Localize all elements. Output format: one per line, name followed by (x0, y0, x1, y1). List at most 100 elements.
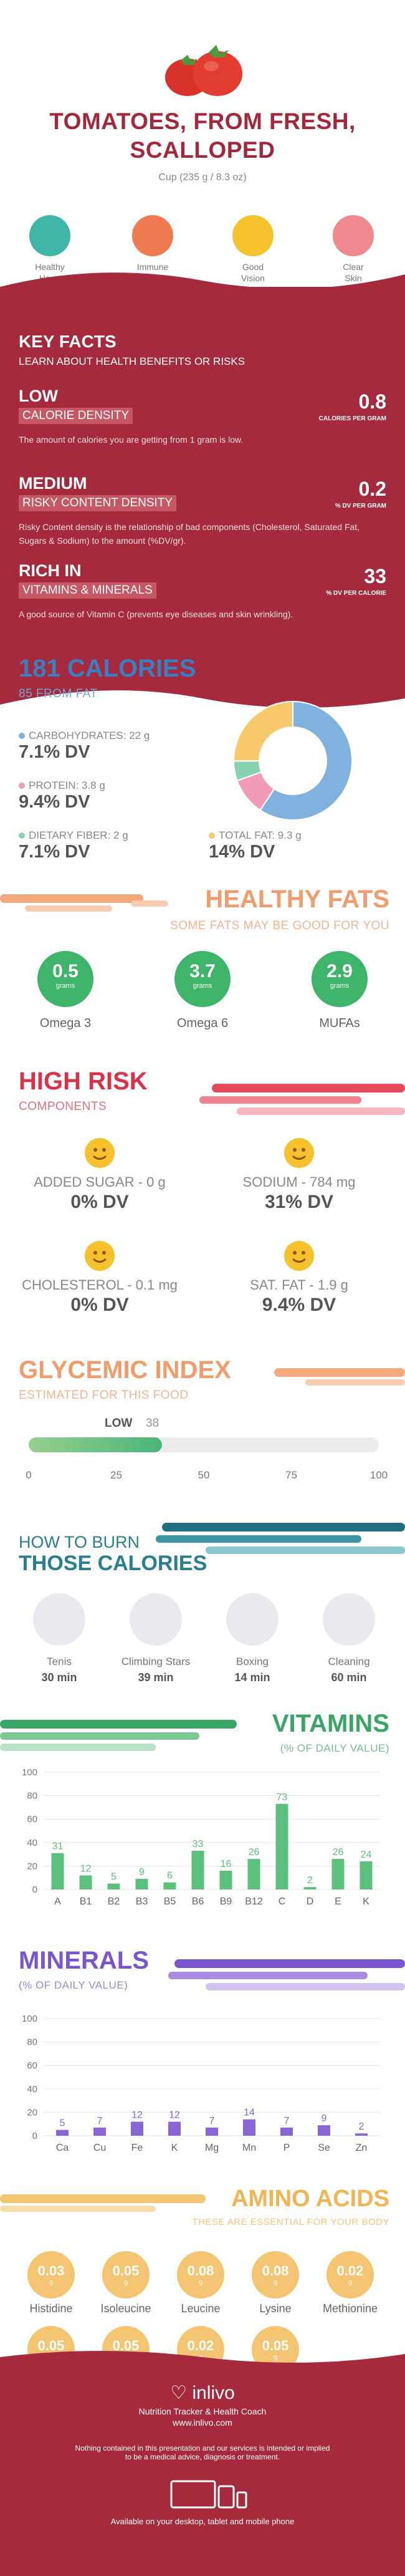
fact-value: 0.2 (358, 478, 386, 500)
bar (275, 1803, 288, 1889)
fat-unit: grams (55, 982, 75, 990)
fact-value: 33 (364, 565, 386, 587)
macro-dot (19, 783, 25, 789)
amino-name: Isoleucine (100, 2302, 151, 2315)
decor-stripes-vitamins (0, 1720, 237, 1751)
benefit-label-line1: Clear (343, 262, 364, 272)
bar (56, 2130, 69, 2136)
glycemic-tick: 100 (369, 1469, 388, 1481)
benefit-icon (132, 215, 173, 256)
vitamins-subtitle: (% OF DAILY VALUE) (280, 1742, 389, 1754)
bar-value-label: 5 (60, 2118, 65, 2129)
risk-label: ADDED SUGAR - 0 g (34, 1174, 166, 1190)
x-tick-label: Cu (93, 2143, 106, 2153)
fat-name: Omega 3 (39, 1016, 92, 1030)
benefit-icon (232, 215, 274, 256)
amino-title: AMINO ACIDS (231, 2186, 389, 2212)
activity-icon (323, 1593, 375, 1646)
y-tick-label: 40 (27, 2084, 37, 2095)
bar (107, 1883, 120, 1889)
y-tick-label: 60 (27, 2060, 37, 2071)
bar-value-label: 6 (167, 1871, 173, 1881)
x-tick-label: P (284, 2143, 290, 2153)
fact-level: RICH IN (19, 561, 82, 580)
x-tick-label: D (307, 1896, 314, 1907)
glycemic-title: GLYCEMIC INDEX (19, 1356, 231, 1384)
glycemic-tick: 50 (198, 1469, 210, 1481)
y-tick-label: 0 (32, 2131, 37, 2141)
glycemic-fill (29, 1437, 162, 1452)
bar (280, 2127, 293, 2136)
amino-value: 0.08 (262, 2263, 289, 2279)
x-tick-label: Ca (56, 2143, 69, 2153)
bar-value-label: 12 (80, 1863, 92, 1874)
amino-circle: 0.03 g (27, 2251, 75, 2299)
page-title-line2: SCALLOPED (130, 137, 275, 163)
fat-value: 2.9 (326, 961, 353, 982)
bar (206, 2127, 218, 2136)
amino-circle: 0.08 g (177, 2251, 224, 2299)
key-facts-title: KEY FACTS (19, 332, 117, 351)
disclaimer-line1: Nothing contained in this presentation a… (75, 2444, 330, 2453)
x-tick-label: C (279, 1896, 286, 1907)
x-tick-label: B6 (192, 1896, 204, 1907)
bar-value-label: 24 (361, 1850, 372, 1860)
footer: ♡ inlivo Nutrition Tracker & Health Coac… (0, 2363, 405, 2576)
healthy-fats-title: HEALTHY FATS (205, 885, 389, 913)
amino-unit: g (123, 2279, 128, 2286)
activity-name: Boxing (236, 1656, 269, 1667)
amino-name: Lysine (259, 2302, 292, 2315)
bar-value-label: 12 (169, 2110, 180, 2120)
risk-dv: 9.4% DV (262, 1295, 336, 1315)
fact-value: 0.8 (358, 390, 386, 413)
activity-icon (130, 1593, 182, 1646)
calories-title: 181 CALORIES (19, 655, 196, 682)
bar-value-label: 9 (139, 1867, 145, 1878)
bar-value-label: 14 (244, 2108, 255, 2118)
macro-item: TOTAL FAT: 9.3 g 14% DV (209, 829, 302, 862)
x-tick-label: A (54, 1896, 61, 1907)
bar (163, 1882, 176, 1889)
bar (168, 2121, 181, 2136)
x-tick-label: B2 (108, 1896, 120, 1907)
amino-subtitle: THESE ARE ESSENTIAL FOR YOUR BODY (192, 2217, 389, 2227)
vitamins-bar-chart: 0 20 40 60 80 100 31 A 12 B1 5 B2 9 B3 6 B5 33 B6 16 B9 26 B1… (22, 1767, 380, 1907)
benefit-icon (29, 215, 70, 256)
x-tick-label: K (171, 2143, 178, 2153)
y-tick-label: 80 (27, 1791, 37, 1802)
y-tick-label: 100 (22, 2014, 37, 2024)
decor-stripes-glycemic (274, 1368, 405, 1386)
bar (51, 1853, 64, 1889)
macro-label: CARBOHYDRATES: 22 g (29, 730, 150, 741)
bar-value-label: 7 (97, 2116, 103, 2126)
amino-value: 0.02 (187, 2338, 214, 2353)
macro-dot (19, 733, 25, 739)
bar (331, 1859, 345, 1889)
x-tick-label: B9 (220, 1896, 232, 1907)
bar-value-label: 5 (111, 1872, 117, 1883)
benefit-label-line1: Immune (136, 262, 169, 272)
fact-label: RISKY CONTENT DENSITY (19, 495, 177, 511)
bar-value-label: 12 (131, 2110, 143, 2120)
devices-icon (170, 2480, 247, 2509)
fat-value: 3.7 (189, 961, 216, 982)
risk-dv: 0% DV (70, 1295, 129, 1315)
smiley-icon (284, 1138, 314, 1168)
x-tick-label: B3 (136, 1896, 148, 1907)
amino-name: Leucine (181, 2302, 221, 2315)
bar-value-label: 7 (284, 2116, 290, 2126)
benefit-icon (333, 215, 374, 256)
y-tick-label: 0 (32, 1884, 37, 1895)
bar (318, 2125, 330, 2136)
bar (303, 1887, 317, 1889)
decor-stripes-fats (0, 894, 168, 912)
amino-unit: g (49, 2279, 54, 2286)
amino-value: 0.05 (112, 2338, 140, 2353)
benefit-label-line2: Vision (241, 273, 265, 283)
x-tick-label: B1 (80, 1896, 92, 1907)
activity-time: 60 min (331, 1671, 367, 1684)
brand-url[interactable]: www.inlivo.com (173, 2418, 232, 2428)
bar (243, 2119, 255, 2136)
